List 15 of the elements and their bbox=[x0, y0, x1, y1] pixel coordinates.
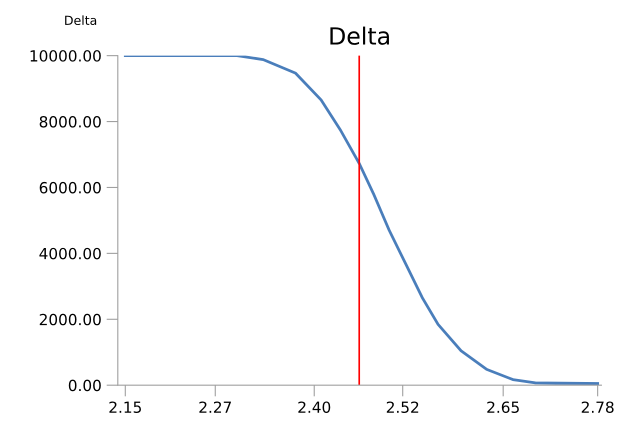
y-axis-title: Delta bbox=[65, 15, 96, 26]
line-series bbox=[124, 56, 600, 385]
y-tick-label: 4000.00 bbox=[39, 248, 101, 260]
x-tick-label: 2.15 bbox=[109, 401, 141, 413]
x-tick-label: 2.27 bbox=[199, 401, 231, 413]
x-tick-label: 2.40 bbox=[298, 401, 330, 413]
y-tick-label: 0.00 bbox=[68, 380, 101, 392]
chart-title: Delta bbox=[330, 26, 389, 45]
x-tick-label: 2.78 bbox=[582, 401, 614, 413]
x-tick-label: 2.52 bbox=[386, 401, 418, 413]
x-tick-label: 2.65 bbox=[487, 401, 519, 413]
y-tick-label: 10000.00 bbox=[30, 50, 101, 62]
y-tick-label: 6000.00 bbox=[40, 182, 101, 194]
y-tick-label: 8000.00 bbox=[40, 116, 101, 128]
y-tick-label: 2000.00 bbox=[40, 314, 101, 326]
